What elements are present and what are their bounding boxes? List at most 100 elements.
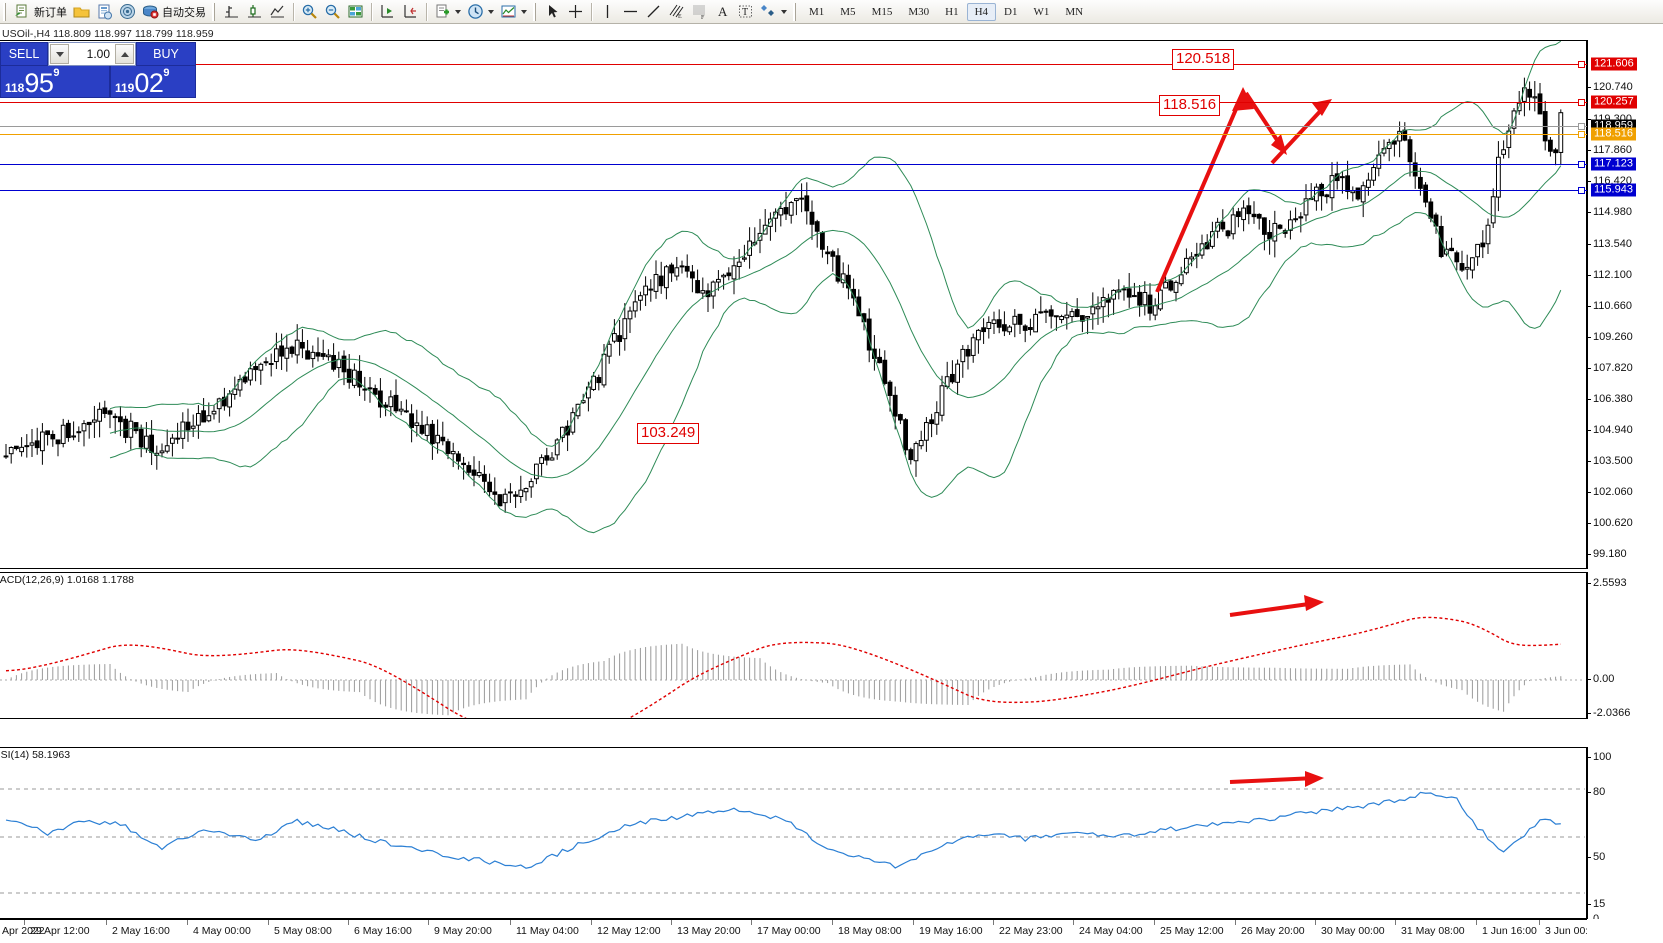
price-chart-canvas	[3, 41, 1564, 534]
rsi-axis-line	[1587, 747, 1588, 919]
price-tick	[1587, 87, 1591, 88]
price-box-103249[interactable]: 103.249	[637, 423, 700, 444]
macd-pane[interactable]: MACD(12,26,9) 1.0168 1.1788	[0, 572, 1587, 719]
price-scale[interactable]: 121.606120.740120.257119.300118.959118.5…	[1587, 40, 1663, 591]
timeframe-w1[interactable]: W1	[1033, 5, 1050, 18]
time-axis[interactable]: Apr 2022 29 Apr 12:00 2 May 16:00 4 May 00:…	[0, 919, 1663, 943]
timeframe-m5[interactable]: M5	[840, 5, 856, 18]
time-tick	[348, 920, 349, 925]
time-tick-label: 31 May 08:00	[1401, 925, 1465, 937]
time-tick-label: 29 Apr 12:00	[30, 925, 90, 937]
autotrading-button[interactable]: 自动交易	[139, 1, 209, 23]
toolbar-grip[interactable]	[3, 2, 8, 21]
vertical-line-button[interactable]	[596, 1, 619, 23]
time-tick-label: 4 May 00:00	[193, 925, 251, 937]
new-order-label: 新订单	[34, 6, 67, 19]
rsi-tick	[1587, 857, 1591, 858]
price-level-label[interactable]: 121.606	[1591, 57, 1637, 71]
scroll-end-button[interactable]	[376, 1, 399, 23]
time-tick-label: 6 May 16:00	[354, 925, 412, 937]
open-folder-button[interactable]	[70, 1, 93, 23]
chart-shift-icon	[402, 3, 419, 20]
rsi-tick-label: 100	[1593, 751, 1612, 763]
text-button[interactable]: A	[711, 1, 734, 23]
chevron-down-icon[interactable]	[521, 9, 527, 14]
macd-scale[interactable]: 2.5593 0.00 -2.0366	[1587, 572, 1663, 719]
price-level-handle[interactable]	[1578, 61, 1585, 68]
price-level-line[interactable]	[0, 190, 1587, 191]
volume-stepper-up[interactable]	[115, 44, 134, 64]
period-button[interactable]	[464, 1, 497, 23]
rsi-scale[interactable]: 1008050150	[1587, 747, 1663, 925]
price-level-handle[interactable]	[1578, 99, 1585, 106]
timeframe-d1[interactable]: D1	[1004, 5, 1018, 18]
new-order-button[interactable]: 新订单	[11, 1, 70, 23]
price-level-label[interactable]: 120.257	[1591, 95, 1637, 109]
rsi-pane[interactable]: RSI(14) 58.1963	[0, 747, 1587, 919]
buy-price-display[interactable]: 119 02 9	[110, 66, 196, 98]
price-level-handle[interactable]	[1578, 131, 1585, 138]
price-tick	[1587, 275, 1591, 276]
crosshair-button[interactable]	[564, 1, 587, 23]
price-level-handle[interactable]	[1578, 161, 1585, 168]
templates-button[interactable]	[497, 1, 530, 23]
price-axis-line	[1587, 40, 1588, 569]
sell-price-display[interactable]: 118 95 9	[0, 66, 110, 98]
sell-price-integer: 118	[5, 81, 25, 95]
one-click-trading-panel[interactable]: SELL 1.00 BUY 118 95 9 119 02 9	[0, 42, 196, 98]
price-level-line[interactable]	[0, 126, 1587, 127]
price-level-line[interactable]	[0, 134, 1587, 135]
trend-line-button[interactable]	[642, 1, 665, 23]
price-level-label[interactable]: 118.516	[1591, 127, 1636, 141]
profiles-icon	[96, 3, 113, 20]
horizontal-line-button[interactable]	[619, 1, 642, 23]
line-chart-button[interactable]	[266, 1, 289, 23]
chevron-down-icon[interactable]	[455, 9, 461, 14]
text-label-button[interactable]: T	[734, 1, 757, 23]
timeframe-mn[interactable]: MN	[1065, 5, 1084, 18]
price-level-label[interactable]: 115.943	[1591, 183, 1636, 197]
time-tick	[913, 920, 914, 925]
toolbar-grip-3[interactable]	[533, 2, 538, 21]
profiles-button[interactable]	[93, 1, 116, 23]
toolbar-grip-2[interactable]	[212, 2, 217, 21]
timeframe-m30[interactable]: M30	[908, 5, 930, 18]
chevron-down-icon[interactable]	[781, 9, 787, 14]
zoom-out-button[interactable]	[321, 1, 344, 23]
chart-shift-button[interactable]	[399, 1, 422, 23]
cursor-icon	[544, 3, 561, 20]
tile-windows-button[interactable]	[344, 1, 367, 23]
candlestick-chart-button[interactable]	[243, 1, 266, 23]
price-level-handle[interactable]	[1578, 187, 1585, 194]
volume-value[interactable]: 1.00	[86, 47, 110, 61]
metaquotes-button[interactable]	[116, 1, 139, 23]
time-tick	[1073, 920, 1074, 925]
toolbar-grip-4[interactable]	[793, 2, 798, 21]
sell-button[interactable]: SELL	[0, 42, 48, 66]
chevron-down-icon[interactable]	[488, 9, 494, 14]
equidistant-channel-button[interactable]: E	[665, 1, 688, 23]
time-tick	[106, 920, 107, 925]
bar-chart-button[interactable]	[220, 1, 243, 23]
price-level-handle[interactable]	[1578, 123, 1585, 130]
add-indicator-button[interactable]	[431, 1, 464, 23]
buy-button[interactable]: BUY	[136, 42, 196, 66]
volume-input[interactable]: 1.00	[48, 42, 136, 66]
price-box-118516[interactable]: 118.516	[1159, 95, 1221, 116]
price-box-120518[interactable]: 120.518	[1172, 49, 1235, 70]
zoom-in-button[interactable]	[298, 1, 321, 23]
timeframe-h1[interactable]: H1	[945, 5, 959, 18]
timeframe-h4[interactable]: H4	[966, 2, 997, 21]
timeframe-m15[interactable]: M15	[871, 5, 893, 18]
shapes-button[interactable]	[757, 1, 790, 23]
price-level-line[interactable]	[0, 164, 1587, 165]
price-level-line[interactable]	[0, 64, 1587, 65]
price-pane[interactable]: 120.518 118.516 103.249	[0, 40, 1587, 569]
price-level-label[interactable]: 117.123	[1591, 157, 1636, 171]
price-level-line[interactable]	[0, 102, 1587, 103]
volume-dropdown-button[interactable]	[50, 44, 69, 64]
timeframe-m1[interactable]: M1	[809, 5, 825, 18]
fibonacci-button[interactable]: F	[688, 1, 711, 23]
sell-price-main: 95	[24, 68, 54, 98]
cursor-button[interactable]	[541, 1, 564, 23]
